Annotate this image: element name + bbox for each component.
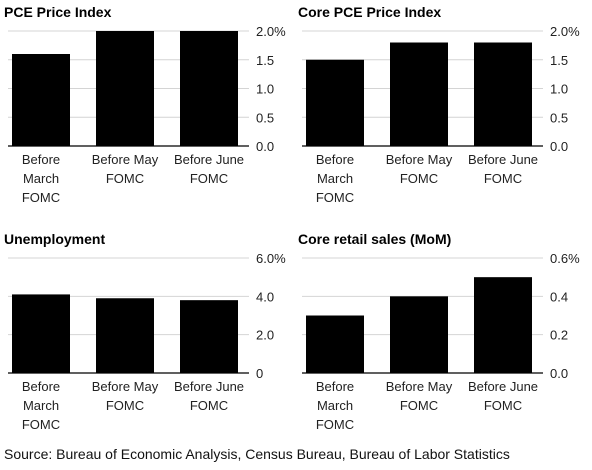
y-tick-label: 0.0 bbox=[256, 139, 274, 154]
bar bbox=[306, 59, 364, 146]
y-tick-label: 2.0% bbox=[550, 24, 580, 39]
y-tick-label: 2.0% bbox=[256, 24, 286, 39]
y-tick-label: 0 bbox=[256, 366, 263, 381]
y-tick-label: 2.0 bbox=[256, 328, 274, 343]
x-tick-label: Before May FOMC bbox=[386, 379, 453, 413]
chart-title: Core retail sales (MoM) bbox=[298, 231, 452, 247]
bar bbox=[12, 54, 70, 146]
bar bbox=[180, 300, 238, 373]
bar bbox=[390, 42, 448, 146]
y-tick-label: 1.5 bbox=[550, 53, 568, 68]
y-tick-label: 1.5 bbox=[256, 53, 274, 68]
source-note: Source: Bureau of Economic Analysis, Cen… bbox=[4, 446, 510, 462]
y-tick-label: 0.4 bbox=[550, 289, 568, 304]
y-tick-label: 0.0 bbox=[550, 366, 568, 381]
y-tick-label: 0.6% bbox=[550, 251, 580, 266]
bar bbox=[12, 294, 70, 373]
x-tick-label: Before June FOMC bbox=[174, 379, 244, 413]
y-tick-label: 1.0 bbox=[256, 82, 274, 97]
y-tick-label: 1.0 bbox=[550, 82, 568, 97]
chart-panel-core-pce: Core PCE Price Index 0.0 0.5 1.0 1.5 2.0% Bef… bbox=[298, 4, 588, 216]
y-tick-label: 0.0 bbox=[550, 139, 568, 154]
x-tick-label: Before May FOMC bbox=[92, 152, 159, 186]
x-tick-label: Before June FOMC bbox=[174, 152, 244, 186]
chart-title: Unemployment bbox=[4, 231, 106, 247]
chart-svg: 0 2.0 4.0 6.0% Before March FOMC Before May FOMC… bbox=[8, 251, 286, 432]
bar bbox=[306, 315, 364, 373]
x-tick-label: Before March FOMC bbox=[22, 379, 60, 432]
chart-panel-pce: PCE Price Index 0.0 0.5 1.0 1.5 2.0% Before Ma… bbox=[4, 4, 294, 216]
x-tick-label: Before June FOMC bbox=[468, 152, 538, 186]
y-tick-label: 0.5 bbox=[256, 110, 274, 125]
x-tick-label: Before March FOMC bbox=[22, 152, 60, 205]
chart-panel-unemployment: Unemployment 0 2.0 4.0 6.0% Before March FOMC B… bbox=[4, 231, 294, 443]
chart-title: PCE Price Index bbox=[4, 4, 112, 20]
x-tick-label: Before March FOMC bbox=[316, 152, 354, 205]
chart-panel-core-retail-sales: Core retail sales (MoM) 0.0 0.2 0.4 0.6% Bef… bbox=[298, 231, 588, 443]
bar bbox=[474, 42, 532, 146]
chart-svg: 0.0 0.2 0.4 0.6% Before March FOMC Before May FO… bbox=[302, 251, 580, 432]
bar bbox=[180, 31, 238, 146]
chart-svg: 0.0 0.5 1.0 1.5 2.0% Before March FOMC Before Ma… bbox=[8, 24, 286, 205]
chart-title: Core PCE Price Index bbox=[298, 4, 442, 20]
x-tick-label: Before May FOMC bbox=[92, 379, 159, 413]
bar bbox=[390, 296, 448, 373]
x-tick-label: Before March FOMC bbox=[316, 379, 354, 432]
bar bbox=[96, 298, 154, 373]
x-tick-label: Before May FOMC bbox=[386, 152, 453, 186]
y-tick-label: 4.0 bbox=[256, 289, 274, 304]
y-tick-label: 0.5 bbox=[550, 110, 568, 125]
y-tick-label: 6.0% bbox=[256, 251, 286, 266]
chart-svg: 0.0 0.5 1.0 1.5 2.0% Before March FOMC Before Ma… bbox=[302, 24, 580, 205]
bar bbox=[474, 277, 532, 373]
y-tick-label: 0.2 bbox=[550, 328, 568, 343]
x-tick-label: Before June FOMC bbox=[468, 379, 538, 413]
bar bbox=[96, 31, 154, 146]
